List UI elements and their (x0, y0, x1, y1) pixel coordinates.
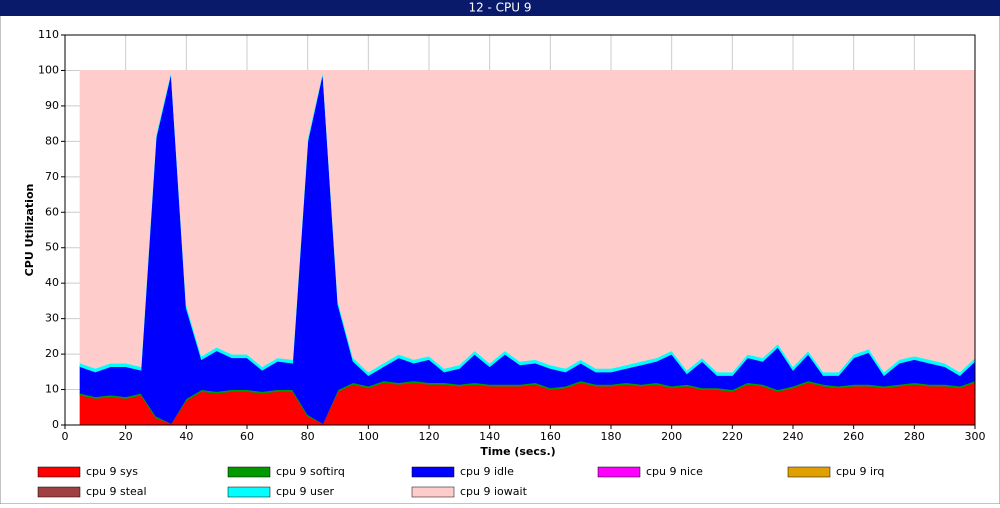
x-tick-label: 140 (479, 430, 500, 443)
y-tick-label: 10 (45, 383, 59, 396)
legend-swatch (411, 486, 455, 498)
y-tick-label: 50 (45, 241, 59, 254)
y-tick-label: 20 (45, 347, 59, 360)
y-tick-label: 0 (52, 418, 59, 431)
x-tick-label: 80 (301, 430, 315, 443)
y-tick-label: 100 (38, 63, 59, 76)
legend-label: cpu 9 steal (86, 485, 147, 498)
legend-swatch (411, 466, 455, 478)
plot-frame (64, 34, 976, 426)
x-tick-label: 200 (661, 430, 682, 443)
y-tick-label: 30 (45, 312, 59, 325)
x-tick-label: 260 (843, 430, 864, 443)
legend-label: cpu 9 nice (646, 465, 703, 478)
legend-label: cpu 9 irq (836, 465, 884, 478)
x-tick-label: 240 (783, 430, 804, 443)
legend-swatch (37, 466, 81, 478)
legend-label: cpu 9 softirq (276, 465, 345, 478)
axes: 0 10 20 30 40 50 60 70 80 90 100 110 0 20 40 60 80 100 120… (38, 28, 986, 443)
window-title: 12 - CPU 9 (468, 1, 531, 15)
x-tick-label: 180 (601, 430, 622, 443)
y-tick-label: 40 (45, 276, 59, 289)
y-tick-label: 90 (45, 99, 59, 112)
x-tick-label: 0 (62, 430, 69, 443)
y-tick-label: 70 (45, 170, 59, 183)
x-tick-label: 40 (179, 430, 193, 443)
title-bar (0, 0, 1000, 16)
y-tick-label: 80 (45, 134, 59, 147)
x-tick-label: 160 (540, 430, 561, 443)
legend-swatch (597, 466, 641, 478)
x-axis-label: Time (secs.) (480, 445, 555, 458)
y-tick-label: 60 (45, 205, 59, 218)
x-tick-label: 300 (965, 430, 986, 443)
legend-label: cpu 9 sys (86, 465, 138, 478)
x-tick-label: 120 (419, 430, 440, 443)
areas (79, 69, 976, 426)
legend-swatch (37, 486, 81, 498)
x-tick-label: 20 (119, 430, 133, 443)
y-tick-label: 110 (38, 28, 59, 41)
legend-swatch (227, 466, 271, 478)
x-tick-label: 220 (722, 430, 743, 443)
x-tick-label: 60 (240, 430, 254, 443)
area (79, 69, 976, 373)
legend-swatch (787, 466, 831, 478)
y-axis-label: CPU Utilization (23, 184, 36, 277)
legend-label: cpu 9 idle (460, 465, 514, 478)
x-tick-label: 100 (358, 430, 379, 443)
legend-swatch (227, 486, 271, 498)
legend-label: cpu 9 user (276, 485, 334, 498)
x-tick-label: 280 (904, 430, 925, 443)
legend-label: cpu 9 iowait (460, 485, 528, 498)
legend: cpu 9 sys cpu 9 softirq cpu 9 idle cpu 9 ni… (37, 465, 884, 498)
